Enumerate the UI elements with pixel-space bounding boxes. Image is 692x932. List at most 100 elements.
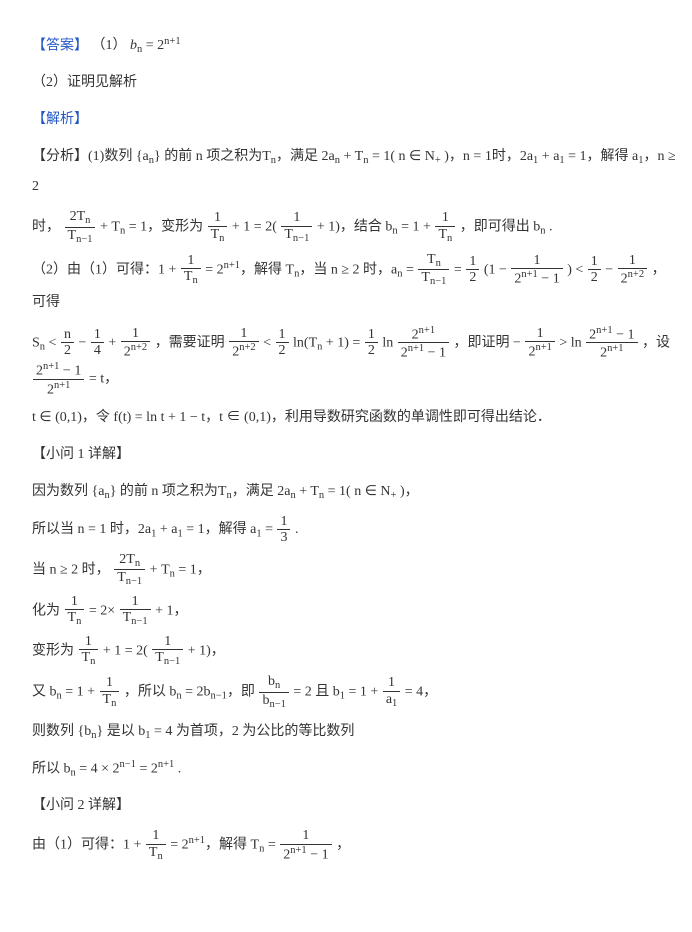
answer-label: 【答案】 <box>32 38 88 53</box>
t: 1 <box>229 326 258 341</box>
t: n+1 <box>535 342 551 353</box>
t: = 1，解得 a <box>183 522 257 537</box>
t: (1 − <box>484 262 511 277</box>
t: n+1 <box>607 343 623 354</box>
t: n+1 <box>43 361 59 372</box>
frac: 2n+1 − 12n+1 <box>586 325 637 361</box>
t: ，当 n ≥ 2 时，a <box>299 262 397 277</box>
t: n <box>275 680 280 691</box>
q1-p3: 当 n ≥ 2 时， 2TnTn−1 + Tn = 1， <box>32 552 676 588</box>
t: 2T <box>119 552 135 567</box>
q1-p7: 则数列 {bn} 是以 b1 = 4 为首项，2 为公比的等比数列 <box>32 717 676 748</box>
t: = 2 <box>205 262 223 277</box>
t: )，n = 1时，2a <box>441 149 533 164</box>
t: = 2 且 b <box>293 685 339 700</box>
t: 2 <box>588 269 601 285</box>
frac: 1Tn <box>181 253 201 287</box>
t: 2 <box>401 346 408 361</box>
t: ln(T <box>293 335 317 350</box>
frac: 1Tn <box>435 210 455 244</box>
t: T <box>438 227 447 242</box>
t: 1 <box>392 698 397 709</box>
t: = 4 × 2 <box>76 762 120 777</box>
t: n−1 <box>126 576 142 587</box>
t: ，满足 2a <box>232 484 291 499</box>
frac: 2TnTn−1 <box>114 552 145 588</box>
t: . <box>295 522 299 537</box>
t: ，即证明 − <box>454 335 525 350</box>
t: n <box>90 657 95 668</box>
t: = <box>262 522 277 537</box>
t: 1 <box>152 634 183 649</box>
t: n+1 <box>408 343 424 354</box>
t: ，解得 T <box>205 837 259 852</box>
q1-label: 【小问 1 详解】 <box>32 440 676 471</box>
frac: 1Tn <box>208 210 228 244</box>
t: n+1 <box>419 325 435 336</box>
t: ln <box>382 335 396 350</box>
t: 1 <box>277 514 290 529</box>
t: T <box>103 692 112 707</box>
fenxi-label: 【分析】 <box>32 149 88 164</box>
t: } 的前 n 项之积为T <box>154 149 271 164</box>
t: n−1 <box>430 276 446 287</box>
t: n <box>85 215 90 226</box>
t: T <box>211 227 220 242</box>
t: 2 <box>412 327 419 342</box>
t: = 1 + <box>345 685 382 700</box>
t: n <box>192 275 197 286</box>
t: = <box>454 262 465 277</box>
jiexi-label: 【解析】 <box>32 105 676 136</box>
t: − 1 <box>538 271 560 286</box>
frac: 1Tn <box>65 594 85 628</box>
t: 1 <box>588 254 601 269</box>
t: + T <box>150 562 170 577</box>
t: n−1 <box>269 699 285 710</box>
t: 因为数列 {a <box>32 484 104 499</box>
t: + 1， <box>155 603 187 618</box>
t: + T <box>340 149 363 164</box>
t: 2T <box>70 209 86 224</box>
t: = 2 <box>170 837 188 852</box>
frac: 14 <box>91 327 104 359</box>
frac: 1Tn−1 <box>120 594 151 628</box>
t: n+1 <box>224 260 240 271</box>
t: T <box>155 650 164 665</box>
t: + 1 = 2( <box>232 220 277 235</box>
t: ，即可得出 b <box>460 220 541 235</box>
t: + 1)， <box>188 643 225 658</box>
t: 2 <box>61 342 74 358</box>
t: )， <box>396 484 418 499</box>
frac: 1Tn <box>79 634 99 668</box>
frac: 12 <box>466 254 479 286</box>
t: + 1)，结合 b <box>317 220 393 235</box>
frac: 1a1 <box>383 675 400 709</box>
t: 2 <box>276 342 289 358</box>
t: ) < <box>567 262 587 277</box>
ans1-lhs: b <box>130 38 137 53</box>
answer-2: （2）证明见解析 <box>32 68 676 99</box>
frac: n2 <box>61 327 74 359</box>
q1-p5: 变形为 1Tn + 1 = 2( 1Tn−1 + 1)， <box>32 634 676 668</box>
t: 2 <box>621 271 628 286</box>
t: 1 <box>466 254 479 269</box>
t: . <box>174 762 181 777</box>
t: 1 <box>146 828 166 843</box>
t: n−1 <box>120 759 136 770</box>
frac: 12n+2 <box>229 326 258 360</box>
q2-label: 【小问 2 详解】 <box>32 791 676 822</box>
t: = <box>264 837 279 852</box>
frac: 12n+2 <box>121 326 150 360</box>
t: T <box>284 227 293 242</box>
t: = <box>403 262 418 277</box>
t: n <box>219 233 224 244</box>
t: = 1， <box>175 562 211 577</box>
t: n+1 <box>521 269 537 280</box>
t: 1 <box>120 594 151 609</box>
frac: 1Tn <box>100 675 120 709</box>
t: + a <box>538 149 559 164</box>
t: ，设 <box>642 335 670 350</box>
fenxi-line4: Sn < n2 − 14 + 12n+2 ，需要证明 12n+2 < 12 ln… <box>32 325 676 398</box>
t: = 1( n ∈ N <box>368 149 434 164</box>
t: + 1) = <box>322 335 363 350</box>
